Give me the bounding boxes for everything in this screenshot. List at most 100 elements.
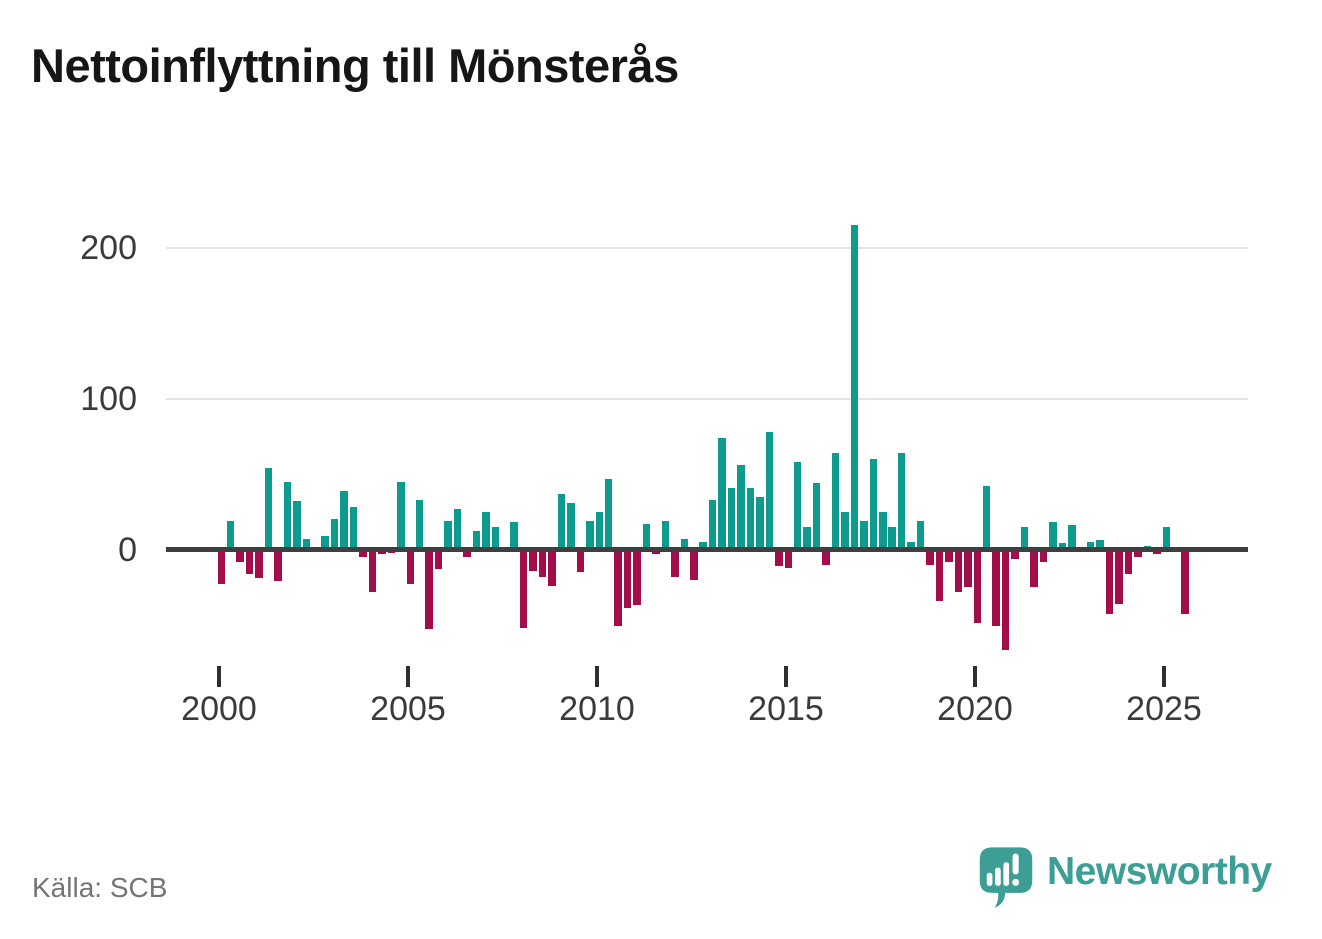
bar-negative — [359, 549, 367, 558]
bar-negative — [1134, 549, 1142, 558]
bar-positive — [699, 541, 707, 550]
bar-positive — [680, 538, 689, 550]
bar-negative — [1115, 549, 1123, 604]
bar-positive — [1068, 525, 1076, 550]
bar-positive — [765, 431, 774, 550]
bar-negative — [368, 549, 377, 592]
bar-positive — [340, 490, 348, 550]
bar-negative — [1124, 549, 1133, 574]
bar-positive — [850, 225, 859, 550]
bar-positive — [916, 520, 925, 550]
bar-positive — [718, 437, 726, 550]
x-axis-tick — [784, 666, 788, 687]
bar-negative — [217, 549, 225, 585]
bar-negative — [1001, 549, 1010, 651]
bar-positive — [1162, 526, 1170, 550]
bar-negative — [775, 549, 783, 567]
bar-negative — [236, 549, 244, 562]
bar-positive — [557, 493, 566, 550]
bar-positive — [1020, 526, 1029, 550]
bar-negative — [954, 549, 963, 592]
bar-negative — [992, 549, 1000, 627]
bar-positive — [1086, 541, 1095, 550]
bar-negative — [1181, 549, 1189, 615]
bar-positive — [737, 465, 745, 550]
bar-positive — [727, 487, 736, 550]
bar-positive — [264, 468, 273, 550]
bar-negative — [1030, 549, 1038, 588]
bar-positive — [293, 501, 301, 550]
bar-positive — [453, 508, 462, 550]
x-axis-year-label: 2025 — [1126, 690, 1202, 728]
source-text: Källa: SCB — [32, 872, 168, 903]
bar-positive — [841, 511, 849, 550]
bar-positive — [897, 453, 906, 550]
bar-positive — [756, 496, 764, 550]
bar-positive — [567, 502, 575, 550]
bar-positive — [869, 459, 878, 550]
bar-negative — [633, 549, 641, 606]
bar-negative — [935, 549, 944, 601]
bar-negative — [1011, 549, 1019, 559]
bar-positive — [604, 478, 613, 550]
bar-positive — [226, 520, 235, 550]
bar-positive — [746, 487, 755, 550]
bar-positive — [586, 520, 594, 550]
bar-positive — [302, 538, 311, 550]
bar-negative — [614, 549, 622, 627]
y-axis-label: 100 — [80, 379, 137, 418]
bar-positive — [1049, 522, 1057, 550]
x-axis-tick — [217, 666, 221, 687]
bar-positive — [510, 522, 518, 550]
bar-negative — [623, 549, 632, 609]
bar-positive — [793, 462, 802, 550]
bar-negative — [255, 549, 263, 579]
bar-positive — [831, 453, 840, 550]
bar-positive — [1096, 540, 1104, 550]
bar-negative — [784, 549, 792, 568]
bar-negative — [548, 549, 556, 586]
bar-positive — [283, 481, 292, 550]
bar-positive — [982, 486, 991, 550]
y-axis-label: 200 — [80, 229, 137, 268]
x-axis-line — [166, 547, 1248, 552]
bar-positive — [397, 481, 405, 550]
bar-positive — [812, 483, 821, 550]
x-axis-tick — [595, 666, 599, 687]
chart-title: Nettoinflyttning till Mönsterås — [31, 39, 679, 92]
bar-negative — [274, 549, 282, 582]
y-axis-label: 0 — [118, 530, 137, 569]
bar-negative — [1105, 549, 1114, 615]
x-axis-year-label: 2010 — [559, 690, 635, 728]
y-gridline — [166, 397, 1248, 400]
bar-positive — [321, 535, 329, 550]
bar-negative — [690, 549, 698, 580]
bar-negative — [425, 549, 433, 630]
bar-positive — [472, 531, 481, 550]
x-axis-year-label: 2015 — [748, 690, 824, 728]
bar-negative — [434, 549, 443, 570]
bar-positive — [444, 520, 452, 550]
bar-positive — [415, 499, 424, 550]
newsworthy-speech-bubble-chart-icon — [979, 847, 1033, 908]
brand-name: Newsworthy — [1047, 850, 1272, 893]
bar-positive — [860, 520, 868, 550]
y-gridline — [166, 247, 1248, 250]
bar-negative — [926, 549, 934, 565]
bar-positive — [803, 526, 811, 550]
bar-positive — [708, 499, 717, 550]
bar-negative — [406, 549, 414, 585]
bar-negative — [964, 549, 972, 588]
bar-negative — [245, 549, 254, 574]
bar-negative — [973, 549, 981, 624]
bar-negative — [538, 549, 547, 577]
bar-positive — [642, 523, 651, 550]
x-axis-year-label: 2000 — [181, 690, 257, 728]
x-axis-tick — [973, 666, 977, 687]
x-axis-tick — [1162, 666, 1166, 687]
bar-positive — [907, 541, 915, 550]
bar-negative — [1039, 549, 1048, 562]
x-axis-year-label: 2020 — [937, 690, 1013, 728]
bar-positive — [1058, 543, 1067, 550]
